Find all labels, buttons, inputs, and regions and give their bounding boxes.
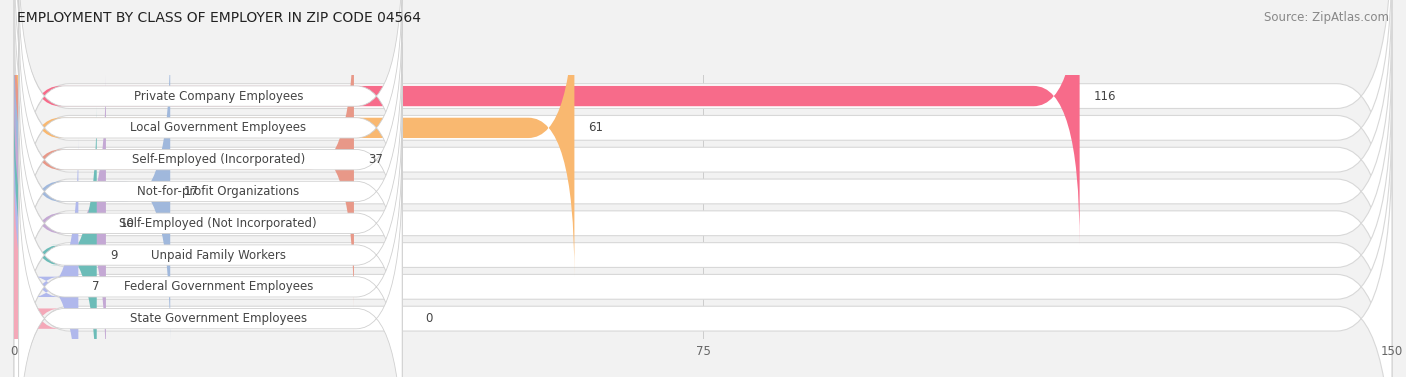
Text: EMPLOYMENT BY CLASS OF EMPLOYER IN ZIP CODE 04564: EMPLOYMENT BY CLASS OF EMPLOYER IN ZIP C… <box>17 11 420 25</box>
FancyBboxPatch shape <box>18 138 402 377</box>
FancyBboxPatch shape <box>14 43 170 340</box>
Text: Local Government Employees: Local Government Employees <box>131 121 307 134</box>
Text: Federal Government Employees: Federal Government Employees <box>124 280 314 293</box>
Text: State Government Employees: State Government Employees <box>129 312 307 325</box>
FancyBboxPatch shape <box>14 0 1392 274</box>
FancyBboxPatch shape <box>14 106 97 377</box>
FancyBboxPatch shape <box>14 138 79 377</box>
Text: 0: 0 <box>425 312 433 325</box>
FancyBboxPatch shape <box>14 13 1392 370</box>
FancyBboxPatch shape <box>14 0 575 277</box>
FancyBboxPatch shape <box>14 0 1080 245</box>
Text: 37: 37 <box>368 153 382 166</box>
Text: Private Company Employees: Private Company Employees <box>134 90 304 103</box>
Text: Not-for-profit Organizations: Not-for-profit Organizations <box>138 185 299 198</box>
FancyBboxPatch shape <box>18 106 402 377</box>
FancyBboxPatch shape <box>18 11 402 308</box>
FancyBboxPatch shape <box>14 109 1392 377</box>
Text: 116: 116 <box>1094 90 1116 103</box>
FancyBboxPatch shape <box>18 0 402 245</box>
FancyBboxPatch shape <box>0 170 60 377</box>
FancyBboxPatch shape <box>18 170 402 377</box>
FancyBboxPatch shape <box>14 45 1392 377</box>
FancyBboxPatch shape <box>18 43 402 340</box>
FancyBboxPatch shape <box>18 74 402 372</box>
Text: Self-Employed (Incorporated): Self-Employed (Incorporated) <box>132 153 305 166</box>
Text: 7: 7 <box>93 280 100 293</box>
Text: Source: ZipAtlas.com: Source: ZipAtlas.com <box>1264 11 1389 24</box>
Text: Self-Employed (Not Incorporated): Self-Employed (Not Incorporated) <box>120 217 318 230</box>
FancyBboxPatch shape <box>14 77 1392 377</box>
FancyBboxPatch shape <box>14 11 354 308</box>
FancyBboxPatch shape <box>18 0 402 277</box>
FancyBboxPatch shape <box>14 0 1392 306</box>
Text: 9: 9 <box>111 248 118 262</box>
FancyBboxPatch shape <box>14 0 1392 338</box>
Text: 10: 10 <box>120 217 135 230</box>
FancyBboxPatch shape <box>14 140 1392 377</box>
FancyBboxPatch shape <box>14 74 105 372</box>
Text: 61: 61 <box>588 121 603 134</box>
Text: Unpaid Family Workers: Unpaid Family Workers <box>150 248 285 262</box>
Text: 17: 17 <box>184 185 200 198</box>
